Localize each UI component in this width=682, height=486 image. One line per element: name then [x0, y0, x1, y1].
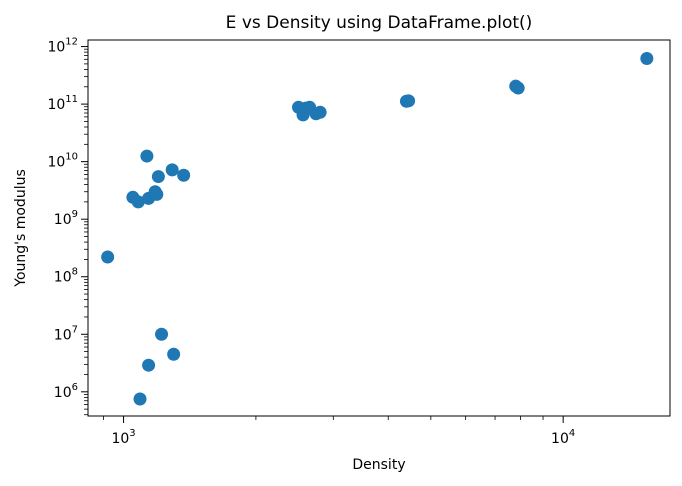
y-tick-label-3: 109 — [54, 209, 78, 228]
x-axis-title: Density — [352, 457, 405, 473]
x-tick-exponent-0: 3 — [129, 428, 135, 439]
data-point-12 — [155, 327, 169, 341]
data-point-0 — [101, 250, 115, 264]
y-tick-base-4: 10 — [47, 155, 65, 171]
data-point-24 — [640, 52, 654, 66]
x-tick-base-0: 10 — [111, 431, 129, 447]
x-tick-label-0: 103 — [111, 428, 135, 447]
data-point-10 — [133, 392, 147, 406]
data-points — [101, 52, 654, 406]
y-tick-base-5: 10 — [47, 97, 65, 113]
data-point-11 — [142, 358, 156, 372]
y-tick-label-2: 108 — [54, 267, 78, 286]
x-tick-base-1: 10 — [551, 431, 569, 447]
y-tick-label-0: 106 — [54, 382, 78, 401]
data-point-7 — [151, 170, 165, 184]
chart-title: E vs Density using DataFrame.plot() — [226, 13, 533, 33]
y-tick-exponent-0: 6 — [72, 382, 78, 393]
data-point-8 — [165, 163, 179, 177]
y-tick-exponent-5: 11 — [65, 94, 78, 105]
data-point-3 — [140, 149, 154, 163]
y-tick-base-0: 10 — [54, 385, 72, 401]
data-point-6 — [150, 187, 164, 201]
x-axis: 103 104 — [103, 416, 575, 447]
data-point-23 — [511, 81, 525, 95]
data-point-13 — [167, 347, 181, 361]
y-tick-base-2: 10 — [54, 270, 72, 286]
y-tick-exponent-4: 10 — [65, 152, 78, 163]
data-point-19 — [313, 105, 327, 119]
y-tick-exponent-6: 12 — [65, 37, 78, 48]
y-tick-exponent-3: 9 — [72, 209, 78, 220]
y-tick-label-4: 1010 — [47, 152, 78, 171]
data-point-2 — [131, 195, 145, 209]
y-axis-title: Young's modulus — [13, 169, 29, 288]
y-tick-base-6: 10 — [47, 40, 65, 56]
data-point-9 — [177, 168, 191, 182]
y-tick-label-6: 1012 — [47, 37, 78, 56]
y-tick-base-1: 10 — [54, 327, 72, 343]
y-tick-base-3: 10 — [54, 212, 72, 228]
y-tick-exponent-2: 8 — [72, 267, 78, 278]
data-point-21 — [402, 94, 416, 108]
x-tick-exponent-1: 4 — [569, 428, 575, 439]
y-tick-exponent-1: 7 — [72, 324, 78, 335]
x-tick-label-1: 104 — [551, 428, 575, 447]
y-tick-label-5: 1011 — [47, 94, 78, 113]
y-tick-label-1: 107 — [54, 324, 78, 343]
